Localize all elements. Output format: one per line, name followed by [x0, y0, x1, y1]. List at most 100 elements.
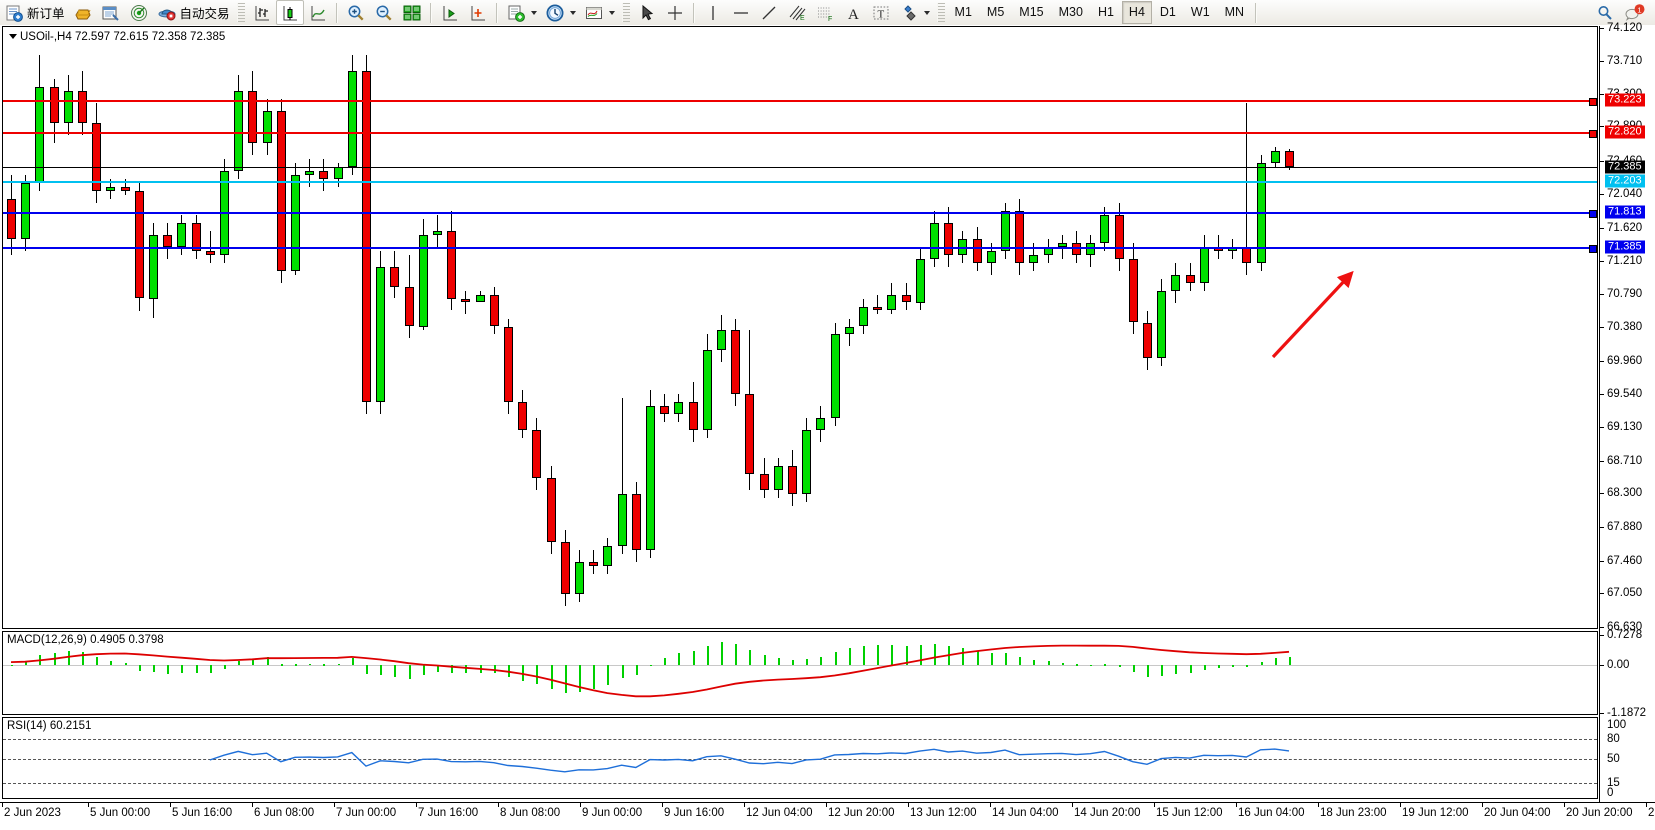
autotrading-button[interactable]: 自动交易: [153, 1, 234, 24]
candle-bearish: [1242, 246, 1251, 263]
macd-zero-line: [3, 664, 1597, 666]
chart-shift-button[interactable]: [436, 1, 464, 24]
time-tick: [252, 803, 253, 807]
resistance-72820[interactable]: [3, 129, 1597, 138]
tile-windows-button[interactable]: [398, 1, 426, 24]
trendline-button[interactable]: [755, 1, 783, 24]
candlestick-chart-button[interactable]: [275, 0, 304, 25]
rsi-pane-canvas[interactable]: [3, 718, 1597, 798]
auto-scroll-button[interactable]: [464, 1, 492, 24]
text-object-icon: T: [871, 3, 891, 23]
macd-histogram-bar: [1033, 659, 1035, 665]
macd-histogram-bar: [962, 647, 964, 665]
search-button[interactable]: [1591, 1, 1619, 24]
time-tick: [1400, 803, 1401, 807]
templates-caret-icon[interactable]: [608, 10, 615, 15]
templates-button[interactable]: [580, 1, 619, 24]
toolbar-grip-2[interactable]: [621, 3, 630, 22]
terminal-window-button[interactable]: [97, 1, 125, 24]
candle-bullish: [305, 170, 314, 175]
price-tag-last[interactable]: 72.385: [1605, 160, 1645, 174]
time-axis[interactable]: 2 Jun 2023 5 Jun 00:00 5 Jun 16:00 6 Jun 08…: [0, 802, 1655, 830]
price-tag-resistance[interactable]: 73.223: [1605, 93, 1645, 107]
text-label-button[interactable]: A: [839, 1, 867, 24]
support-71813[interactable]: [3, 210, 1597, 219]
candle-bearish: [518, 402, 527, 431]
candle-bearish: [1015, 210, 1024, 263]
bar-chart-button[interactable]: [248, 1, 276, 24]
hline-handle[interactable]: [1589, 97, 1597, 106]
timeframe-h4[interactable]: H4: [1121, 1, 1152, 24]
crosshair-button[interactable]: [661, 1, 689, 24]
zoom-in-button[interactable]: [342, 1, 370, 24]
vertical-line-button[interactable]: [699, 1, 727, 24]
hline-handle[interactable]: [1589, 244, 1597, 253]
macd-histogram-bar: [224, 664, 226, 669]
last-price-72385[interactable]: [3, 166, 1597, 168]
price-pane[interactable]: [2, 26, 1598, 629]
rsi-pane[interactable]: [2, 717, 1598, 799]
chart-area[interactable]: USOil-,H4 72.597 72.615 72.358 72.385 MA…: [0, 22, 1655, 830]
support-71385[interactable]: [3, 244, 1597, 253]
rsi-level-80: [3, 738, 1597, 740]
macd-pane[interactable]: [2, 631, 1598, 715]
price-tick: [1599, 294, 1604, 296]
toolbar-grip-1[interactable]: [236, 3, 245, 22]
new-order-button[interactable]: 新订单: [0, 1, 69, 24]
macd-histogram-bar: [394, 664, 396, 677]
time-tick: [908, 803, 909, 807]
signal-radar-button[interactable]: [125, 1, 153, 24]
zoom-out-button[interactable]: [370, 1, 398, 24]
period-caret-icon[interactable]: [569, 10, 576, 15]
line-chart-button[interactable]: [304, 1, 332, 24]
price-tag-resistance[interactable]: 72.820: [1605, 125, 1645, 139]
timeframe-w1[interactable]: W1: [1190, 5, 1210, 19]
price-tag-support[interactable]: 71.385: [1605, 240, 1645, 254]
price-pane-canvas[interactable]: [3, 27, 1597, 628]
fibonacci-button[interactable]: F: [811, 1, 839, 24]
candle-bullish: [149, 234, 158, 299]
timeframe-d1[interactable]: D1: [1159, 5, 1176, 19]
add-indicator-caret-icon[interactable]: [530, 10, 537, 15]
candle-bullish: [916, 258, 925, 303]
shapes-icon: [899, 3, 919, 23]
time-tick: [826, 803, 827, 807]
macd-pane-canvas[interactable]: [3, 632, 1597, 714]
toolbar-separator-3: [495, 2, 498, 23]
add-indicator-button[interactable]: [502, 1, 541, 24]
hline-handle[interactable]: [1589, 129, 1597, 138]
macd-histogram-bar: [664, 657, 666, 665]
price-tick-label: 72.040: [1607, 188, 1643, 201]
macd-histogram-bar: [849, 648, 851, 665]
cursor-button[interactable]: [633, 1, 661, 24]
resistance-73223[interactable]: [3, 97, 1597, 106]
timeframe-m5[interactable]: M5: [986, 5, 1005, 19]
time-tick: [2, 803, 3, 807]
timeframe-h1[interactable]: H1: [1097, 5, 1114, 19]
candle-wick: [210, 230, 211, 263]
notifications-button[interactable]: 1: [1619, 1, 1649, 24]
shapes-button[interactable]: [895, 1, 934, 24]
timeframe-m1[interactable]: M1: [954, 5, 972, 19]
timeframe-m15[interactable]: M15: [1019, 5, 1044, 19]
macd-histogram-bar: [764, 655, 766, 665]
shapes-caret-icon[interactable]: [923, 10, 930, 15]
price-tag-cyan[interactable]: 72.203: [1605, 174, 1645, 188]
price-tag-support[interactable]: 71.813: [1605, 205, 1645, 219]
toolbar-grip-3[interactable]: [936, 3, 945, 22]
equidistant-channel-button[interactable]: E: [783, 1, 811, 24]
chart-menu-arrow-icon[interactable]: [9, 34, 17, 40]
price-axis[interactable]: 74.12073.71073.30072.89072.46072.04071.6…: [1599, 22, 1655, 829]
gold-bar-button[interactable]: [69, 1, 97, 24]
timeframe-m30[interactable]: M30: [1058, 5, 1083, 19]
text-object-button[interactable]: T: [867, 1, 895, 24]
hline-handle[interactable]: [1589, 210, 1597, 219]
chart-title-bar[interactable]: USOil-,H4 72.597 72.615 72.358 72.385: [9, 31, 225, 43]
period-button[interactable]: [541, 1, 580, 24]
timeframe-mn[interactable]: MN: [1224, 5, 1245, 19]
horizontal-line-button[interactable]: [727, 1, 755, 24]
autotrading-label: 自动交易: [179, 7, 230, 21]
price-tick: [1599, 327, 1604, 329]
macd-histogram-bar: [678, 652, 680, 665]
cyan-72203[interactable]: [3, 181, 1597, 184]
